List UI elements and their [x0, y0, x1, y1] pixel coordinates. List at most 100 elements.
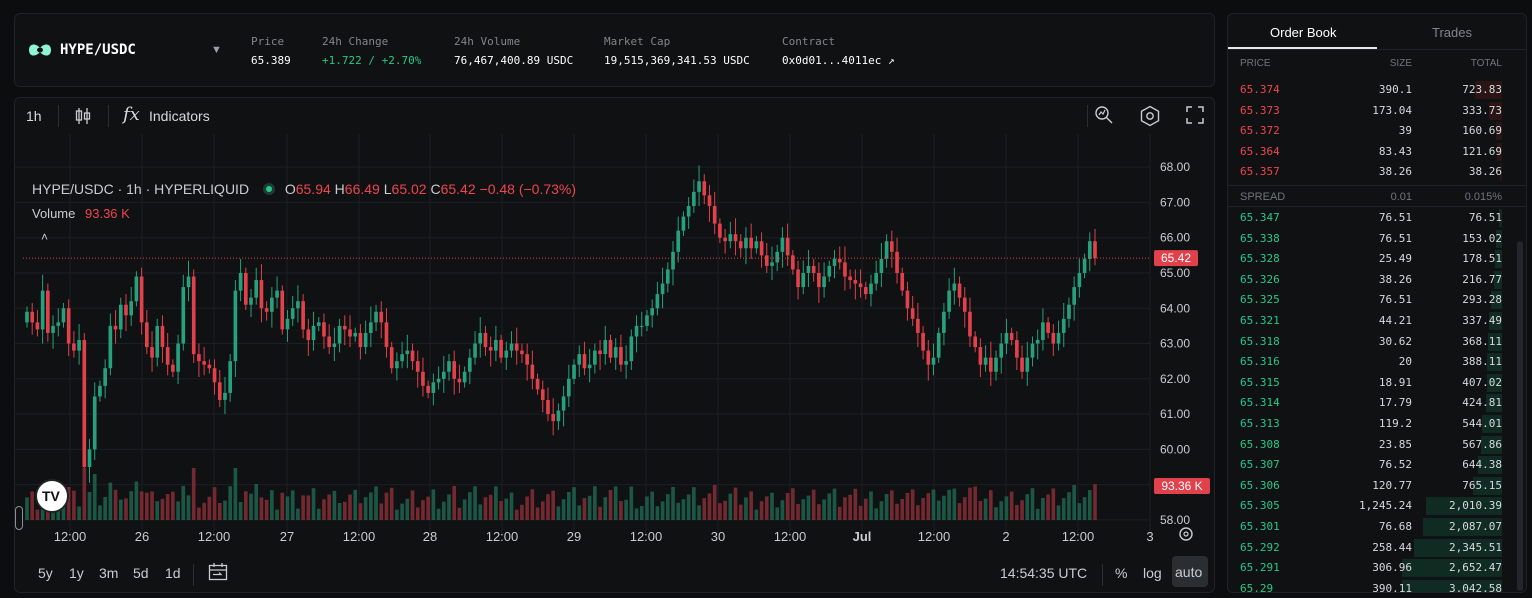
bid-row[interactable]: 65.306 120.77 765.15 — [1228, 476, 1526, 496]
utc-clock[interactable]: 14:54:35 UTC — [1000, 565, 1088, 581]
bid-row[interactable]: 65.326 38.26 216.77 — [1228, 270, 1526, 290]
volume-bar — [1051, 488, 1056, 520]
bid-row[interactable]: 65.291 306.96 2,652.47 — [1228, 558, 1526, 578]
bid-row[interactable]: 65.328 25.49 178.51 — [1228, 249, 1526, 269]
volume-bar — [749, 491, 753, 520]
candle-body — [369, 322, 373, 333]
candle-body — [889, 241, 894, 252]
divider — [1087, 105, 1088, 127]
volume-bar — [582, 498, 587, 520]
candle-body — [61, 308, 66, 323]
auto-scale-label: auto — [1175, 564, 1203, 580]
volume-bar — [811, 489, 816, 520]
legend-high: 66.49 — [344, 181, 380, 197]
pair-selector-label[interactable]: HYPE/USDC — [60, 42, 136, 58]
ask-row[interactable]: 65.374 390.1 723.83 — [1228, 80, 1526, 100]
volume-bar — [624, 499, 628, 520]
volume-bar — [478, 504, 483, 520]
fullscreen-icon[interactable] — [1186, 106, 1204, 124]
volume-bar — [457, 507, 462, 520]
candle-body — [306, 329, 311, 340]
bid-row[interactable]: 65.347 76.51 76.51 — [1228, 208, 1526, 228]
volume-bar — [593, 486, 597, 520]
candle-body — [426, 385, 430, 393]
tradingview-logo[interactable]: TV — [35, 479, 69, 513]
fx-icon[interactable]: 𝑓x — [123, 104, 140, 125]
bid-row[interactable]: 65.29 390.11 3,042.58 — [1228, 579, 1526, 592]
contract-link[interactable]: 0x0d01...4011ec ↗ — [782, 54, 895, 67]
volume-bar — [921, 498, 925, 520]
settings-gear-icon[interactable] — [1139, 105, 1161, 127]
candlestick-chart-svg[interactable]: 68.00 67.00 66.00 65.00 64.00 63.00 62.00 61.00… — [15, 134, 1215, 556]
candle-body — [280, 290, 285, 330]
volume-bar — [978, 501, 983, 520]
candle-body — [827, 265, 832, 277]
volume-bar — [98, 505, 102, 520]
volume-bar — [634, 508, 639, 520]
stat-contract[interactable]: Contract 0x0d01...4011ec ↗ — [782, 35, 895, 67]
ask-row[interactable]: 65.372 39 160.69 — [1228, 121, 1526, 141]
tab-trades[interactable]: Trades — [1432, 25, 1472, 40]
candle-body — [217, 382, 222, 400]
volume-bar — [827, 493, 832, 520]
candle-body — [468, 357, 472, 372]
volume-bar — [431, 489, 436, 520]
header-total: TOTAL — [1470, 58, 1502, 69]
interval-selector[interactable]: 1h — [26, 108, 42, 124]
date-range-calendar-icon[interactable] — [208, 562, 228, 582]
bid-row[interactable]: 65.314 17.79 424.81 — [1228, 393, 1526, 413]
percent-scale-toggle[interactable]: % — [1115, 565, 1128, 581]
y-tick-label: 62.00 — [1160, 372, 1190, 386]
log-scale-toggle[interactable]: log — [1143, 565, 1162, 581]
volume-bar — [124, 498, 128, 520]
bid-row[interactable]: 65.313 119.2 544.01 — [1228, 414, 1526, 434]
range-1d[interactable]: 1d — [165, 565, 181, 581]
candle-body — [118, 304, 123, 330]
bid-row[interactable]: 65.316 20 388.11 — [1228, 352, 1526, 372]
stat-label: 24h Volume — [454, 35, 521, 48]
volume-bar — [645, 496, 649, 520]
order-book-scrollbar[interactable] — [1517, 241, 1523, 591]
bid-row[interactable]: 65.307 76.52 644.38 — [1228, 455, 1526, 475]
bid-row[interactable]: 65.301 76.68 2,087.07 — [1228, 517, 1526, 537]
candle-body — [848, 276, 852, 281]
bid-price: 65.306 — [1240, 478, 1280, 492]
volume-bar — [358, 503, 363, 520]
candle-body — [327, 336, 331, 348]
axis-settings-icon[interactable] — [1179, 527, 1193, 541]
volume-bar — [191, 468, 196, 520]
bid-row[interactable]: 65.308 23.85 567.86 — [1228, 435, 1526, 455]
range-5d[interactable]: 5d — [133, 565, 149, 581]
candle-body — [639, 325, 644, 327]
bid-row[interactable]: 65.292 258.44 2,345.51 — [1228, 538, 1526, 558]
range-1y[interactable]: 1y — [69, 565, 84, 581]
bid-row[interactable]: 65.315 18.91 407.02 — [1228, 373, 1526, 393]
candle-body — [113, 325, 118, 330]
auto-scale-toggle[interactable]: auto — [1172, 556, 1208, 587]
indicators-button[interactable]: Indicators — [149, 108, 210, 124]
volume-bar — [118, 499, 123, 520]
candles-type-icon[interactable] — [75, 107, 91, 125]
volume-bar — [817, 504, 821, 520]
ask-row[interactable]: 65.364 83.43 121.69 — [1228, 142, 1526, 162]
chevron-down-icon[interactable]: ▼ — [211, 44, 222, 56]
bid-row[interactable]: 65.325 76.51 293.28 — [1228, 290, 1526, 310]
volume-bar — [660, 501, 665, 520]
bid-row[interactable]: 65.305 1,245.24 2,010.39 — [1228, 496, 1526, 516]
bid-row[interactable]: 65.321 44.21 337.49 — [1228, 311, 1526, 331]
price-chart[interactable]: 68.00 67.00 66.00 65.00 64.00 63.00 62.00 61.00… — [15, 134, 1215, 592]
range-5y[interactable]: 5y — [38, 565, 53, 581]
magnifier-zoom-icon[interactable] — [1094, 105, 1114, 125]
tab-order-book[interactable]: Order Book — [1270, 25, 1337, 40]
active-tab-indicator — [1228, 47, 1377, 49]
volume-bar — [718, 503, 722, 520]
volume-bar — [994, 507, 998, 520]
chart-scroll-handle[interactable] — [15, 506, 23, 530]
bid-row[interactable]: 65.338 76.51 153.02 — [1228, 229, 1526, 249]
range-3m[interactable]: 3m — [99, 565, 119, 581]
collapse-legend-icon[interactable]: ˄ — [41, 230, 49, 244]
chart-bottom-bar: 5y 1y 3m 5d 1d 14:54:35 UTC % log auto — [15, 556, 1214, 592]
ask-row[interactable]: 65.357 38.26 38.26 — [1228, 162, 1526, 182]
bid-row[interactable]: 65.318 30.62 368.11 — [1228, 332, 1526, 352]
ask-row[interactable]: 65.373 173.04 333.73 — [1228, 101, 1526, 121]
